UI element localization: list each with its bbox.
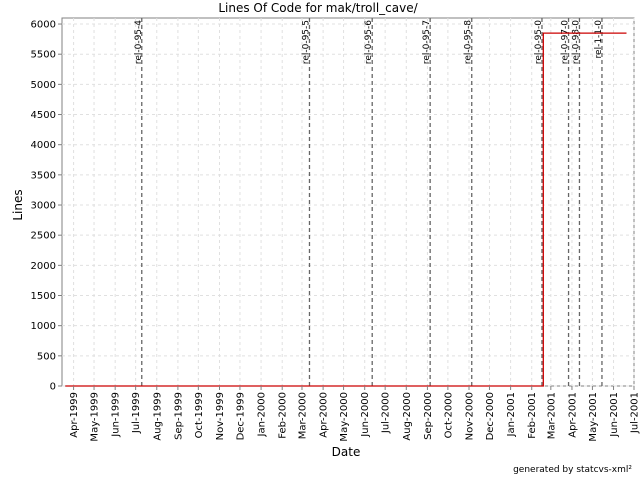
tag-label: rel-0-97-0 <box>561 20 571 64</box>
x-tick-label: Mar-2000 <box>297 392 308 439</box>
y-tick-label: 4000 <box>31 140 56 151</box>
x-axis-label: Date <box>332 445 361 459</box>
x-tick-label: May-1999 <box>90 392 101 442</box>
x-tick-label: May-2000 <box>339 392 350 442</box>
tag-label: rel-0-95-4 <box>134 20 144 64</box>
x-tick-label: Oct-2000 <box>443 392 454 438</box>
x-tick-label: Nov-1999 <box>215 392 226 440</box>
y-tick-label: 6000 <box>31 20 56 31</box>
x-tick-label: Dec-2000 <box>485 392 496 440</box>
x-tick-label: Mar-2001 <box>546 392 557 439</box>
y-tick-label: 2000 <box>31 261 56 272</box>
loc-series-line <box>65 32 627 387</box>
release-tags: rel-0-95-4 rel-0-95-5 rel-0-95-6 rel-0-95-7… <box>134 18 604 386</box>
x-tick-label: Aug-2000 <box>402 392 413 441</box>
y-tick-label: 4500 <box>31 110 56 121</box>
x-tick-label: Dec-1999 <box>235 392 246 440</box>
grid-lines <box>62 18 635 387</box>
x-tick-label: Jun-1999 <box>111 392 122 438</box>
x-tick-label: Feb-2000 <box>278 392 289 439</box>
x-tick-label: Oct-1999 <box>194 392 205 438</box>
tag-label: rel-0-95-7 <box>422 20 432 64</box>
x-tick-label: Apr-1999 <box>69 392 80 438</box>
y-axis-label: Lines <box>11 189 25 220</box>
y-tick-label: 5000 <box>31 80 56 91</box>
x-tick-label: Jun-2001 <box>609 392 620 438</box>
series-lines <box>65 32 627 387</box>
y-axis: 0 500 1000 1500 2000 2500 3000 3500 4000 4500 5000… <box>31 20 62 393</box>
tag-label: rel-0-95-6 <box>364 20 374 64</box>
x-tick-label: Aug-1999 <box>152 392 163 441</box>
x-tick-label: Jan-2001 <box>506 392 517 437</box>
tag-label: rel-0-95-5 <box>301 20 311 64</box>
x-tick-label: Jun-2000 <box>360 392 371 438</box>
x-tick-label: Sep-1999 <box>173 392 184 440</box>
y-tick-label: 1000 <box>31 321 56 332</box>
y-tick-label: 2500 <box>31 231 56 242</box>
tag-label: rel-1-1-0 <box>594 20 604 59</box>
x-tick-label: May-2001 <box>588 392 599 442</box>
tag-label: rel-0-98-0 <box>571 20 581 64</box>
y-tick-label: 3000 <box>31 201 56 212</box>
y-tick-label: 500 <box>37 351 56 362</box>
x-tick-label: Apr-2000 <box>319 392 330 438</box>
y-tick-label: 3500 <box>31 170 56 181</box>
x-tick-label: Jul-2001 <box>630 392 640 434</box>
y-tick-label: 5500 <box>31 50 56 61</box>
tag-label: rel-0-95-8 <box>464 20 474 64</box>
y-tick-label: 1500 <box>31 291 56 302</box>
x-tick-label: Feb-2001 <box>527 392 538 439</box>
x-tick-label: Sep-2000 <box>423 392 434 440</box>
x-tick-label: Jan-2000 <box>257 392 268 437</box>
x-tick-label: Nov-2000 <box>465 392 476 440</box>
x-tick-label: Apr-2001 <box>567 392 578 438</box>
tag-label: rel-0-95-0 <box>534 20 544 64</box>
plot-area <box>61 17 635 387</box>
generator-credit: generated by statcvs-xml² <box>513 465 632 475</box>
x-tick-label: Jul-1999 <box>131 392 142 434</box>
x-tick-label: Jul-2000 <box>381 392 392 434</box>
y-tick-label: 0 <box>50 382 56 393</box>
x-axis: Apr-1999 May-1999 Jun-1999 Jul-1999 Aug-1999… <box>69 386 640 442</box>
chart-title: Lines Of Code for mak/troll_cave/ <box>218 1 418 15</box>
